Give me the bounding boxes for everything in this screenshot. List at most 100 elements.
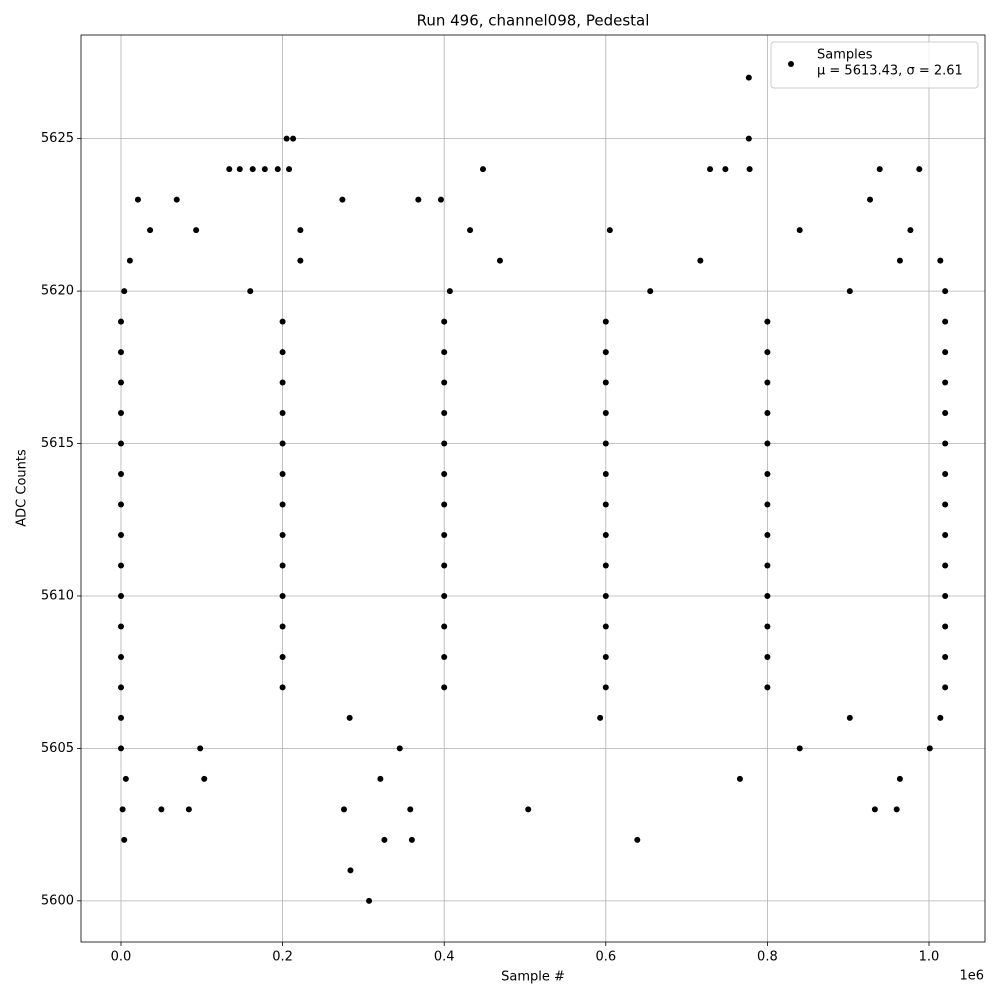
y-tick-label: 5600: [41, 893, 74, 908]
data-point: [907, 227, 914, 234]
legend-label: Samples: [817, 48, 873, 63]
data-point: [764, 410, 771, 417]
data-point: [942, 623, 949, 630]
x-tick-label: 1.0: [919, 950, 940, 965]
data-point: [122, 775, 129, 782]
data-point: [871, 806, 878, 813]
data-point: [896, 775, 903, 782]
data-point: [441, 410, 448, 417]
data-point: [736, 775, 743, 782]
data-point: [441, 562, 448, 569]
data-point: [796, 745, 803, 752]
data-point: [415, 196, 422, 203]
data-point: [602, 684, 609, 691]
data-point: [942, 531, 949, 538]
data-point: [366, 897, 373, 904]
data-point: [764, 592, 771, 599]
data-point: [937, 714, 944, 721]
data-point: [279, 562, 286, 569]
data-point: [602, 501, 609, 508]
data-point: [117, 379, 124, 386]
data-point: [942, 379, 949, 386]
x-tick-label: 0.2: [272, 950, 293, 965]
data-point: [867, 196, 874, 203]
x-axis-label: Sample #: [501, 970, 565, 985]
data-point: [147, 227, 154, 234]
legend-stats: μ = 5613.43, σ = 2.61: [817, 64, 963, 79]
data-point: [525, 806, 532, 813]
chart-title: Run 496, channel098, Pedestal: [417, 12, 650, 30]
y-axis-label: ADC Counts: [15, 449, 30, 527]
data-point: [279, 379, 286, 386]
data-point: [279, 349, 286, 356]
data-point: [479, 166, 486, 173]
data-point: [279, 531, 286, 538]
data-point: [893, 806, 900, 813]
data-point: [602, 531, 609, 538]
data-point: [185, 806, 192, 813]
data-point: [173, 196, 180, 203]
data-point: [297, 257, 304, 264]
data-point: [764, 623, 771, 630]
data-point: [916, 166, 923, 173]
data-point: [937, 257, 944, 264]
data-point: [279, 653, 286, 660]
data-point: [441, 592, 448, 599]
data-point: [697, 257, 704, 264]
x-tick-label: 0.6: [595, 950, 616, 965]
data-point: [117, 653, 124, 660]
data-point: [249, 166, 256, 173]
data-point: [446, 288, 453, 295]
data-point: [764, 379, 771, 386]
data-point: [602, 440, 609, 447]
data-point: [441, 379, 448, 386]
data-point: [942, 288, 949, 295]
data-point: [396, 745, 403, 752]
data-point: [279, 501, 286, 508]
data-point: [942, 501, 949, 508]
data-point: [597, 714, 604, 721]
legend: Samples μ = 5613.43, σ = 2.61: [770, 41, 979, 89]
data-point: [764, 684, 771, 691]
data-point: [117, 592, 124, 599]
data-point: [346, 714, 353, 721]
data-point: [197, 745, 204, 752]
data-point: [942, 653, 949, 660]
data-point: [942, 592, 949, 599]
y-tick-label: 5625: [41, 131, 74, 146]
data-point: [647, 288, 654, 295]
x-offset-label: 1e6: [959, 969, 984, 984]
data-point: [441, 318, 448, 325]
data-point: [117, 623, 124, 630]
plot-frame: [80, 34, 986, 943]
points: [117, 74, 949, 904]
data-point: [201, 775, 208, 782]
data-point: [764, 440, 771, 447]
data-point: [764, 349, 771, 356]
data-point: [602, 410, 609, 417]
data-point: [117, 318, 124, 325]
data-point: [117, 714, 124, 721]
x-tick-label: 0.4: [434, 950, 455, 965]
data-point: [846, 714, 853, 721]
data-point: [441, 531, 448, 538]
data-point: [193, 227, 200, 234]
data-point: [274, 166, 281, 173]
data-point: [942, 440, 949, 447]
data-point: [437, 196, 444, 203]
data-point: [117, 440, 124, 447]
data-point: [942, 410, 949, 417]
data-point: [117, 684, 124, 691]
y-tick-label: 5620: [41, 284, 74, 299]
data-point: [634, 836, 641, 843]
data-point: [764, 653, 771, 660]
y-tick-label: 5605: [41, 741, 74, 756]
data-point: [119, 806, 126, 813]
data-point: [745, 74, 752, 81]
data-point: [942, 684, 949, 691]
data-point: [121, 836, 128, 843]
data-point: [134, 196, 141, 203]
data-point: [121, 288, 128, 295]
